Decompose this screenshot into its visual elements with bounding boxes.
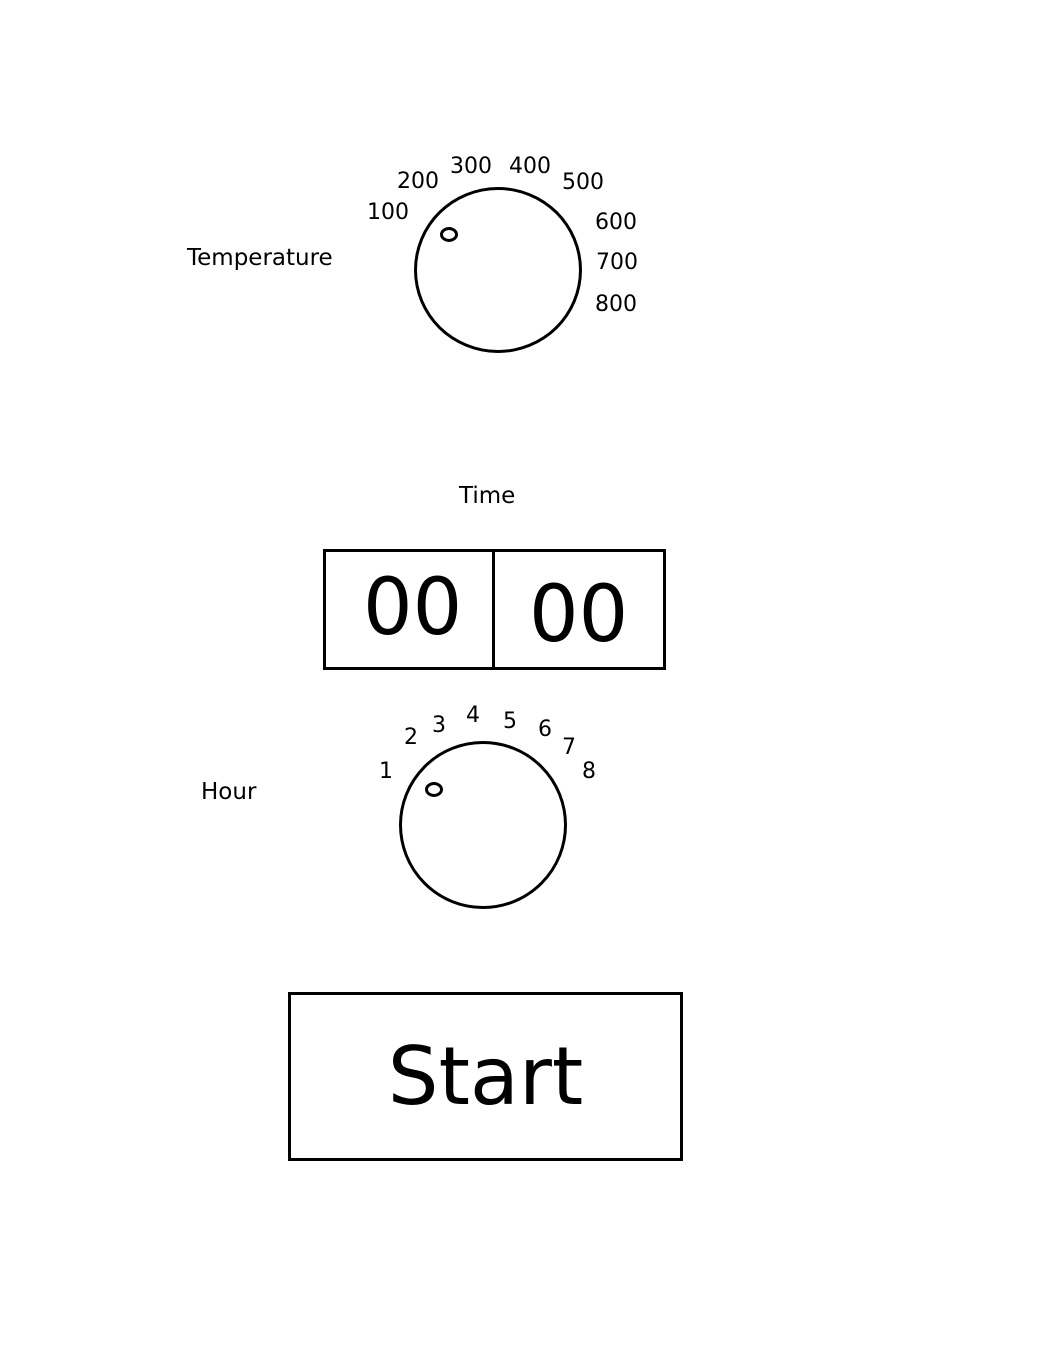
hour-tick: 7	[562, 735, 576, 760]
hour-tick: 2	[404, 725, 418, 750]
time-divider	[492, 552, 495, 667]
time-hours: 00	[326, 552, 492, 667]
temperature-dial[interactable]	[414, 187, 582, 353]
temperature-tick: 800	[595, 292, 637, 317]
temperature-tick: 200	[397, 169, 439, 194]
time-hours-value: 00	[363, 563, 463, 653]
hour-tick: 3	[432, 713, 446, 738]
start-button-label: Start	[387, 1029, 584, 1123]
hour-tick: 6	[538, 717, 552, 742]
start-button[interactable]: Start	[288, 992, 683, 1161]
temperature-tick: 300	[450, 154, 492, 179]
hour-tick: 1	[379, 759, 393, 784]
time-minutes-value: 00	[529, 570, 629, 660]
time-label: Time	[459, 483, 516, 509]
temperature-tick: 500	[562, 170, 604, 195]
hour-tick: 8	[582, 759, 596, 784]
temperature-tick: 600	[595, 210, 637, 235]
temperature-label: Temperature	[187, 245, 333, 271]
hour-dial[interactable]	[399, 741, 567, 909]
time-display: 00 00	[323, 549, 666, 670]
temperature-dial-marker	[440, 227, 458, 242]
hour-dial-marker	[425, 782, 443, 797]
temperature-tick: 700	[596, 250, 638, 275]
hour-tick: 5	[503, 709, 517, 734]
temperature-tick: 400	[509, 154, 551, 179]
time-minutes: 00	[495, 552, 663, 667]
hour-tick: 4	[466, 703, 480, 728]
temperature-tick: 100	[367, 200, 409, 225]
hour-label: Hour	[201, 779, 257, 805]
